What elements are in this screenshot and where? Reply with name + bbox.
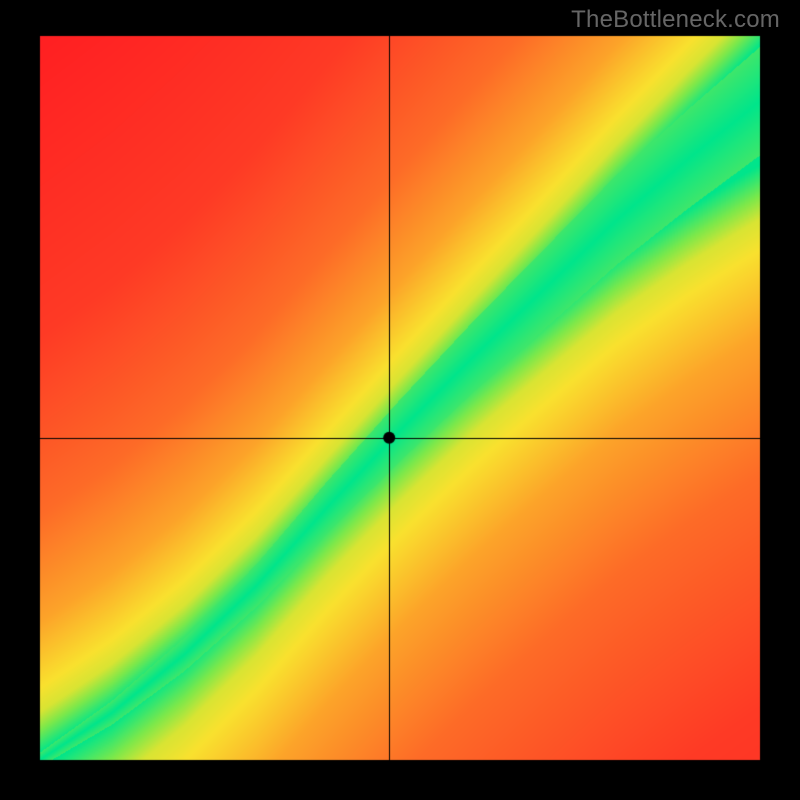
chart-container: TheBottleneck.com: [0, 0, 800, 800]
bottleneck-heatmap: [0, 0, 800, 800]
watermark: TheBottleneck.com: [571, 6, 780, 34]
